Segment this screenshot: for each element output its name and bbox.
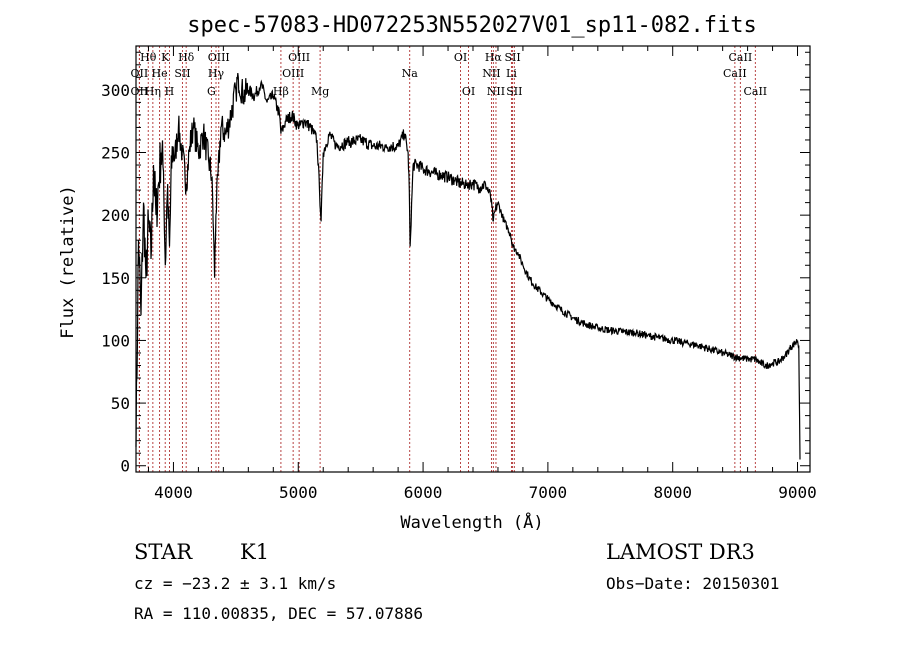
line-marker-label-13: OIII: [282, 67, 304, 80]
line-marker-label-18: OI: [462, 85, 475, 98]
line-marker-label-5: SII: [174, 67, 190, 80]
line-marker-label-1: OII: [131, 67, 149, 80]
line-marker-label-17: OI: [454, 51, 467, 64]
line-marker-label-27: CaII: [743, 85, 767, 98]
x-tick-label: 8000: [653, 483, 692, 502]
line-marker-label-7: Hγ: [208, 67, 225, 80]
line-marker-label-3: K: [161, 51, 170, 64]
x-tick-label: 4000: [154, 483, 193, 502]
y-tick-label: 250: [101, 144, 130, 163]
line-marker-label-24: SII: [506, 85, 522, 98]
spectrum-series-line: [135, 73, 801, 460]
line-marker-label-9: Hη: [145, 85, 161, 98]
line-marker-label-25: CaII: [729, 51, 753, 64]
line-marker-label-12: OIII: [288, 51, 310, 64]
survey-name: LAMOST DR3: [606, 540, 755, 564]
line-marker-label-2: He: [152, 67, 168, 80]
x-axis-ticks: 4000 5000 6000 7000 8000 9000: [147, 46, 817, 502]
observation-date: Obs−Date: 20150301: [606, 574, 780, 593]
line-marker-label-22: Li: [506, 67, 517, 80]
line-marker-label-20: SII: [504, 51, 520, 64]
line-marker-label-4: Hδ: [178, 51, 195, 64]
object-subclass: K1: [240, 540, 270, 564]
chart-title: spec-57083-HD072253N552027V01_sp11-082.f…: [187, 13, 757, 38]
y-tick-label: 50: [111, 394, 130, 413]
x-tick-label: 5000: [279, 483, 318, 502]
x-tick-label: 7000: [529, 483, 568, 502]
y-axis-ticks: 0 50 100 150 200 250 300: [101, 51, 810, 476]
y-tick-label: 200: [101, 206, 130, 225]
object-type: STAR: [134, 540, 193, 564]
coordinates: RA = 110.00835, DEC = 57.07886: [134, 604, 423, 623]
y-tick-label: 300: [101, 81, 130, 100]
redshift-cz: cz = −23.2 ± 3.1 km/s: [134, 574, 337, 593]
line-marker-label-21: NII: [482, 67, 500, 80]
line-marker-label-14: Hβ: [273, 85, 289, 98]
line-marker-label-11: H: [165, 85, 175, 98]
line-marker-label-10: OII: [131, 85, 149, 98]
line-marker-label-19: Hα: [485, 51, 503, 64]
line-marker-label-23: NII: [487, 85, 505, 98]
y-tick-label: 100: [101, 331, 130, 350]
y-tick-label: 0: [120, 457, 130, 476]
x-axis-label: Wavelength (Å): [400, 511, 543, 533]
line-marker-label-15: Mg: [311, 85, 329, 98]
x-tick-label: 9000: [778, 483, 817, 502]
spectral-line-markers: [138, 46, 756, 472]
y-tick-label: 150: [101, 269, 130, 288]
line-marker-label-6: OIII: [208, 51, 230, 64]
plot-area-frame: [135, 45, 811, 473]
line-marker-label-0: Hθ: [140, 51, 157, 64]
line-marker-label-16: Na: [402, 67, 419, 80]
line-marker-label-26: CaII: [723, 67, 747, 80]
y-axis-label: Flux (relative): [58, 185, 78, 339]
line-marker-label-8: G: [207, 85, 216, 98]
x-tick-label: 6000: [404, 483, 443, 502]
